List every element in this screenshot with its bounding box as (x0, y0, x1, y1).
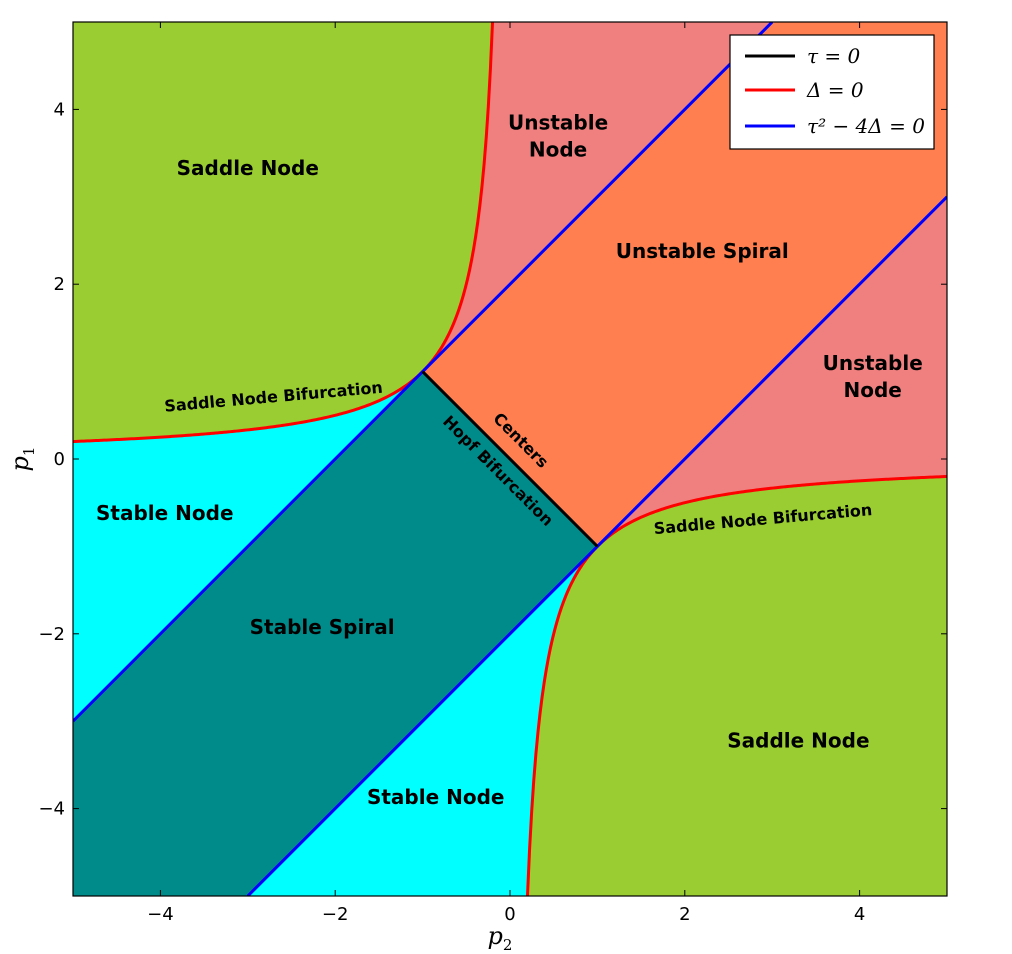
region-label: Stable Node (96, 501, 234, 525)
tau-zero-segment (421, 370, 599, 548)
x-tick-label: 0 (504, 904, 515, 925)
region-label: Saddle Node (727, 728, 869, 752)
x-tick-label: 2 (679, 904, 690, 925)
x-tick-label: 4 (854, 904, 865, 925)
y-tick-label: 4 (54, 99, 65, 120)
region-label: Unstable Node (823, 351, 923, 402)
x-tick-label: −4 (147, 904, 174, 925)
y-tick-label: 2 (54, 274, 65, 295)
legend-box (729, 34, 935, 150)
x-tick-label: −2 (322, 904, 349, 925)
y-tick-label: −2 (38, 624, 65, 645)
y-tick-label: 0 (54, 449, 65, 470)
y-tick-label: −4 (38, 799, 65, 820)
region-label: Stable Spiral (250, 615, 395, 639)
region-label: Saddle Node (177, 156, 319, 180)
legend-label-tau: τ = 0 (807, 44, 861, 68)
x-axis-label: p2 (488, 922, 513, 954)
legend-label-discriminant: τ² − 4Δ = 0 (807, 114, 925, 138)
region-label: Stable Node (367, 785, 505, 809)
legend-label-delta: Δ = 0 (806, 78, 864, 102)
y-axis-label: p1 (6, 447, 38, 472)
legend: τ = 0 Δ = 0 τ² − 4Δ = 0 (729, 34, 935, 150)
region-label: Unstable Spiral (616, 239, 789, 263)
region-label: Unstable Node (508, 111, 608, 162)
